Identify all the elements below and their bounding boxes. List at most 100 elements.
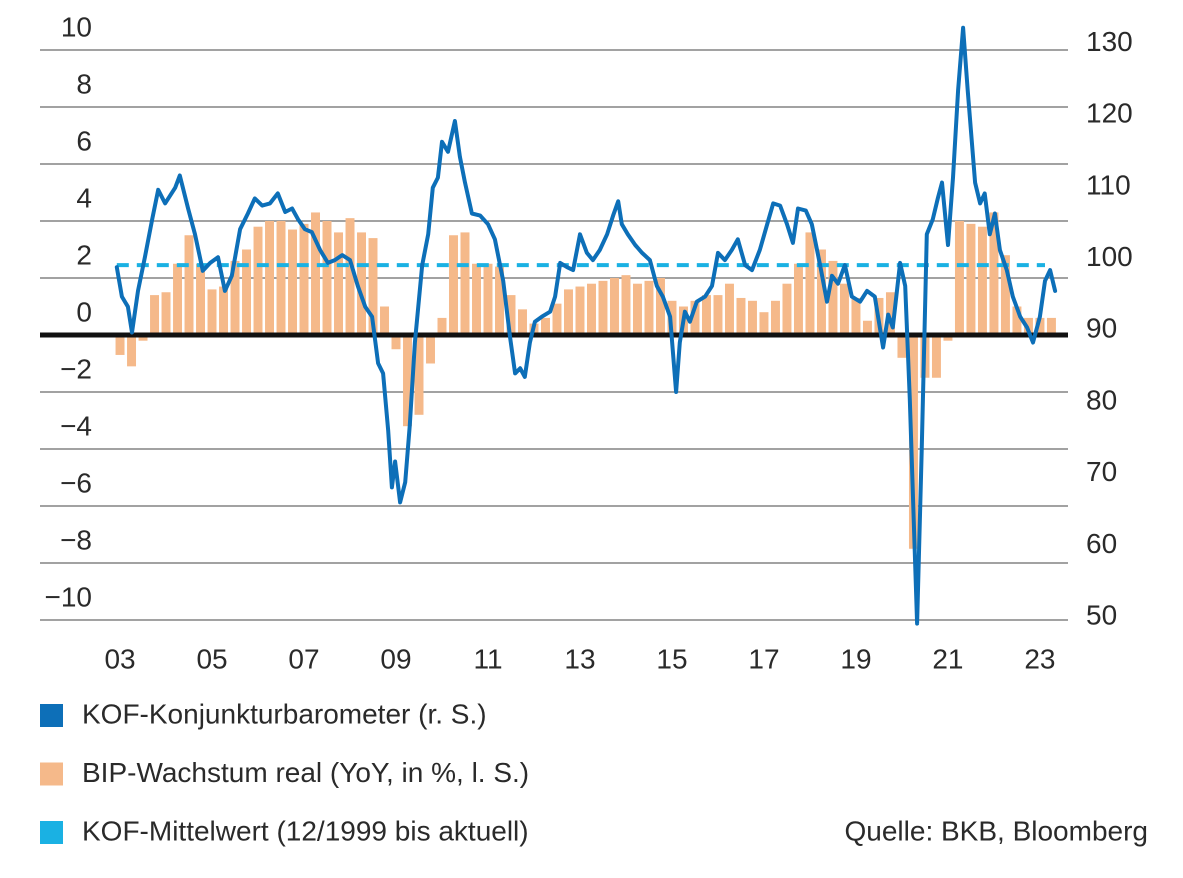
legend-swatch [40,762,63,786]
bar [414,335,424,415]
bar [161,292,171,335]
kof-line [114,25,1058,626]
bar [253,226,263,335]
bar [989,212,999,335]
x-tick-label: 23 [1024,643,1055,674]
y-tick-label: 10 [61,11,92,42]
bar [449,235,458,335]
y2-tick-label: 120 [1086,98,1133,129]
bar [747,300,757,335]
bar [943,335,953,341]
bar [564,289,573,335]
bar [127,335,137,367]
legend-label: KOF-Mittelwert (12/1999 bis aktuell) [82,815,529,846]
source: Quelle: BKB, Bloomberg [845,815,1149,846]
x-tick-label: 13 [564,643,595,674]
bar [644,280,654,335]
bar [518,309,527,335]
line-layer [40,25,1068,626]
bar [587,283,596,335]
y-tick-label: −8 [60,524,92,555]
bar [598,280,608,335]
x-tick-label: 17 [748,643,779,674]
bar [299,223,309,335]
bar [897,335,907,358]
bar [311,212,320,335]
bar [690,300,700,335]
y2-tick-label: 50 [1086,600,1117,631]
bar [851,297,861,335]
y-tick-label: 8 [76,68,92,99]
bar [724,283,734,335]
y-tick-label: 0 [76,296,92,327]
bar [908,335,918,549]
bar [506,295,516,335]
x-tick-label: 15 [656,643,687,674]
y-tick-label: −4 [60,410,92,441]
x-tick-label: 07 [288,643,319,674]
y2-tick-label: 60 [1086,528,1117,559]
y2-tick-label: 80 [1086,384,1117,415]
grid-layer [40,49,1068,621]
y-tick-label: −2 [60,353,92,384]
bar-layer [115,212,1056,549]
bar [426,335,435,364]
bar [1000,255,1010,335]
bar [357,232,366,335]
legend-swatch [40,821,63,844]
bar [230,260,240,335]
y-tick-label: 4 [76,182,92,213]
bar [736,297,746,335]
bar [701,295,711,335]
y2-tick-label: 70 [1086,456,1117,487]
bar [655,278,665,335]
bar [828,260,838,335]
bar [265,221,275,335]
bar [403,335,412,427]
bar [380,306,389,335]
bar [115,335,125,355]
bar [288,229,297,335]
x-tick-label: 11 [473,643,502,674]
y2-tick-label: 130 [1086,26,1133,57]
bar [150,295,160,335]
bar [793,263,803,335]
bar [966,223,976,335]
bar [138,335,148,341]
bar [173,263,183,335]
bar [931,335,941,378]
label-layer: 10 8 6 4 2 0 −2 −4 −6 −8 −10 130 120 110 100 90 80 70 60 50… [40,11,1133,846]
bar [954,221,964,335]
bar [632,283,642,335]
bar [770,300,780,335]
bar [1035,317,1045,335]
x-tick-label: 03 [104,643,135,674]
bar [609,278,619,335]
y2-tick-label: 90 [1086,313,1117,344]
legend-label: BIP-Wachstum real (YoY, in %, l. S.) [82,757,529,788]
bar [345,218,355,335]
bar [460,232,470,335]
bar [495,266,504,335]
bar [759,312,769,335]
x-tick-label: 19 [840,643,871,674]
y-tick-label: −10 [45,581,93,612]
bar [575,286,585,335]
legend-swatch [40,704,63,727]
y-tick-label: 6 [76,125,92,156]
bar [713,295,723,335]
x-tick-label: 21 [932,643,963,674]
x-tick-label: 05 [196,643,227,674]
bar [437,317,447,335]
bar [977,226,987,335]
bar [391,335,401,350]
bar [242,249,252,335]
x-tick-label: 09 [380,643,411,674]
bar [207,289,217,335]
bar [885,292,895,335]
bar [805,232,815,335]
bar [483,263,493,335]
bar [472,263,481,335]
